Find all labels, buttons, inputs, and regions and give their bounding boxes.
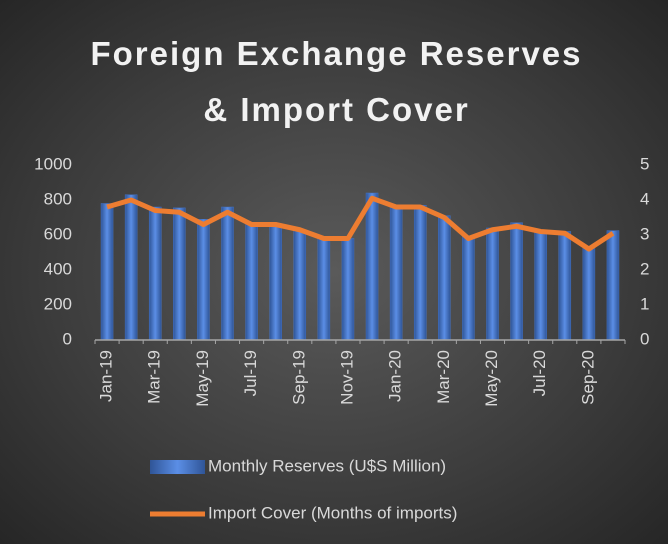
y-tick-label: 400	[44, 259, 72, 278]
bar	[534, 229, 547, 341]
x-tick-label: Jul-20	[530, 350, 549, 396]
bar	[245, 224, 258, 341]
legend-label: Monthly Reserves (U$S Million)	[208, 456, 446, 475]
y-tick-label: 800	[44, 189, 72, 208]
bar	[462, 236, 475, 341]
bar	[124, 194, 138, 341]
bar	[582, 247, 596, 341]
bar	[269, 224, 282, 341]
y-tick-label: 0	[63, 329, 72, 348]
x-tick-label: Jul-19	[241, 350, 260, 396]
line	[106, 195, 615, 252]
y2-tick-label: 1	[640, 294, 649, 313]
y2-tick-label: 4	[640, 189, 649, 208]
y2-tick-label: 3	[640, 224, 649, 243]
bar	[438, 215, 451, 341]
x-tick-label: Mar-20	[434, 350, 453, 404]
bar	[606, 230, 620, 341]
x-tick-label: Sep-20	[578, 350, 597, 405]
bar	[486, 227, 499, 341]
legend-label: Import Cover (Months of imports)	[208, 503, 457, 522]
y-tick-label: 200	[44, 294, 72, 313]
bar	[413, 205, 427, 341]
y2-tick-label: 2	[640, 259, 649, 278]
x-tick-label: Mar-19	[145, 350, 164, 404]
x-tick-label: Jan-19	[97, 350, 116, 402]
bar	[365, 192, 379, 341]
bar	[341, 238, 355, 341]
x-tick-label: May-19	[193, 350, 212, 407]
bar	[197, 219, 210, 341]
y-tick-label: 1000	[34, 154, 72, 173]
x-tick-label: Nov-19	[337, 350, 356, 405]
x-tick-label: Sep-19	[289, 350, 308, 405]
bar	[221, 206, 234, 341]
y-tick-label: 600	[44, 224, 72, 243]
chart-title: Foreign Exchange Reserves & Import Cover	[90, 35, 583, 128]
y2-tick-label: 0	[640, 329, 649, 348]
legend-swatch	[150, 460, 205, 474]
bar	[173, 207, 186, 341]
x-tick-label: May-20	[482, 350, 501, 407]
bar	[293, 229, 307, 341]
bar	[317, 238, 331, 341]
bar	[148, 206, 162, 341]
bar	[389, 205, 403, 341]
x-tick-label: Jan-20	[386, 350, 405, 402]
bar	[100, 203, 114, 341]
y2-tick-label: 5	[640, 154, 649, 173]
bar	[510, 222, 523, 341]
bar	[558, 231, 572, 341]
